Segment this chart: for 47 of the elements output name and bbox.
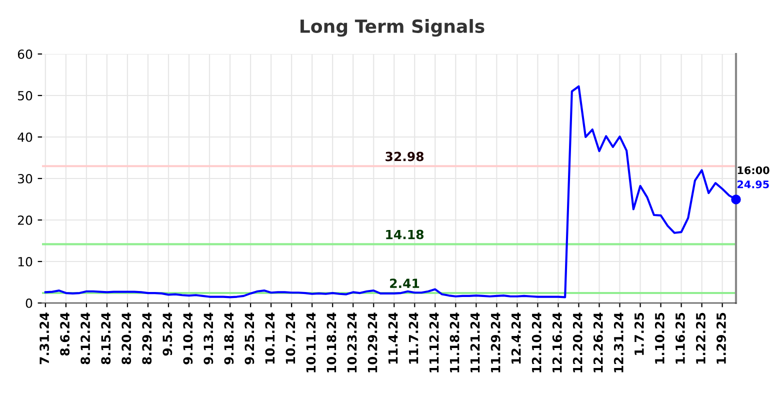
x-tick-label: 10.11.24 xyxy=(306,312,316,372)
x-tick-label: 9.13.24 xyxy=(204,312,214,364)
x-tick-label: 8.29.24 xyxy=(142,312,152,364)
x-tick-label: 12.31.24 xyxy=(614,312,624,372)
x-tick-label: 1.10.25 xyxy=(654,312,664,364)
y-tick-label: 30 xyxy=(18,174,32,184)
x-tick-label: 1.16.25 xyxy=(675,312,685,364)
y-tick-label: 50 xyxy=(18,90,32,100)
x-tick-label: 8.12.24 xyxy=(80,312,90,364)
x-tick-label: 10.7.24 xyxy=(286,312,296,364)
x-tick-label: 12.10.24 xyxy=(532,312,542,372)
x-tick-label: 12.16.24 xyxy=(552,312,562,372)
y-tick-label: 0 xyxy=(26,298,32,308)
x-tick-label: 8.20.24 xyxy=(122,312,132,364)
x-tick-label: 11.18.24 xyxy=(450,312,460,372)
ref-line-label: 14.18 xyxy=(386,230,424,240)
x-tick-label: 1.7.25 xyxy=(634,312,644,355)
x-tick-label: 10.29.24 xyxy=(368,312,378,372)
x-tick-label: 11.29.24 xyxy=(490,312,500,372)
x-tick-label: 12.26.24 xyxy=(593,312,603,372)
x-tick-label: 12.4.24 xyxy=(511,312,521,364)
x-tick-label: 8.6.24 xyxy=(60,312,70,356)
x-tick-label: 7.31.24 xyxy=(40,312,50,364)
x-tick-label: 11.12.24 xyxy=(429,312,439,372)
x-tick-label: 9.10.24 xyxy=(183,312,193,364)
ref-line-label: 2.41 xyxy=(390,278,420,288)
text: 24.95 xyxy=(738,180,769,188)
y-tick-label: 20 xyxy=(18,215,32,225)
x-tick-label: 9.18.24 xyxy=(224,312,234,364)
ref-line-label: 32.98 xyxy=(386,152,424,162)
y-tick-label: 40 xyxy=(18,132,32,142)
x-tick-label: 1.29.25 xyxy=(716,312,726,364)
x-tick-label: 11.7.24 xyxy=(408,312,418,364)
x-tick-label: 11.4.24 xyxy=(388,312,398,364)
y-tick-label: 60 xyxy=(18,49,32,59)
x-tick-label: 11.21.24 xyxy=(470,312,480,372)
x-tick-label: 12.20.24 xyxy=(572,312,582,372)
x-tick-label: 10.18.24 xyxy=(326,312,336,372)
x-tick-label: 10.23.24 xyxy=(347,312,357,372)
x-tick-label: 8.15.24 xyxy=(101,312,111,364)
x-tick-label: 10.1.24 xyxy=(265,312,275,364)
x-tick-label: 9.5.24 xyxy=(162,312,172,356)
chart-title: Long Term Signals xyxy=(300,19,484,37)
y-tick-label: 10 xyxy=(18,256,32,266)
text: 16:00 xyxy=(738,166,770,174)
x-tick-label: 1.22.25 xyxy=(696,312,706,364)
x-tick-label: 9.25.24 xyxy=(244,312,254,364)
